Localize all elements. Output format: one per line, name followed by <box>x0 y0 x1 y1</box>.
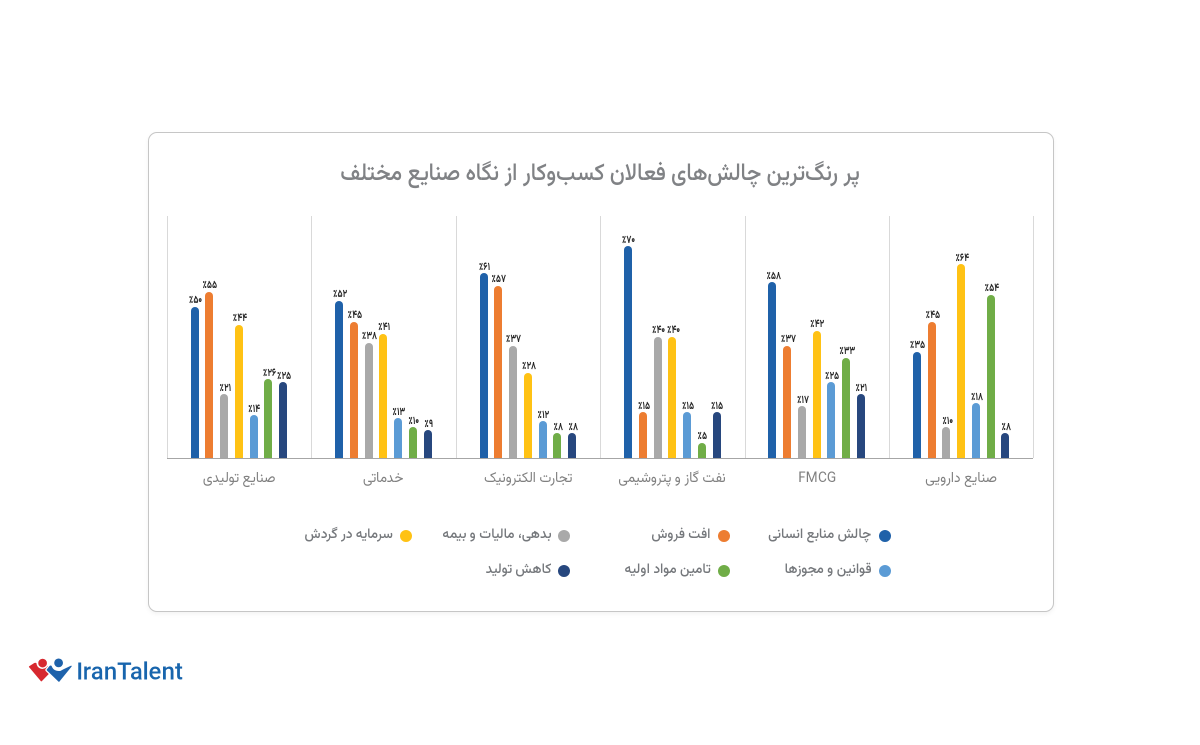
svg-text:IranTalent: IranTalent <box>76 656 183 693</box>
